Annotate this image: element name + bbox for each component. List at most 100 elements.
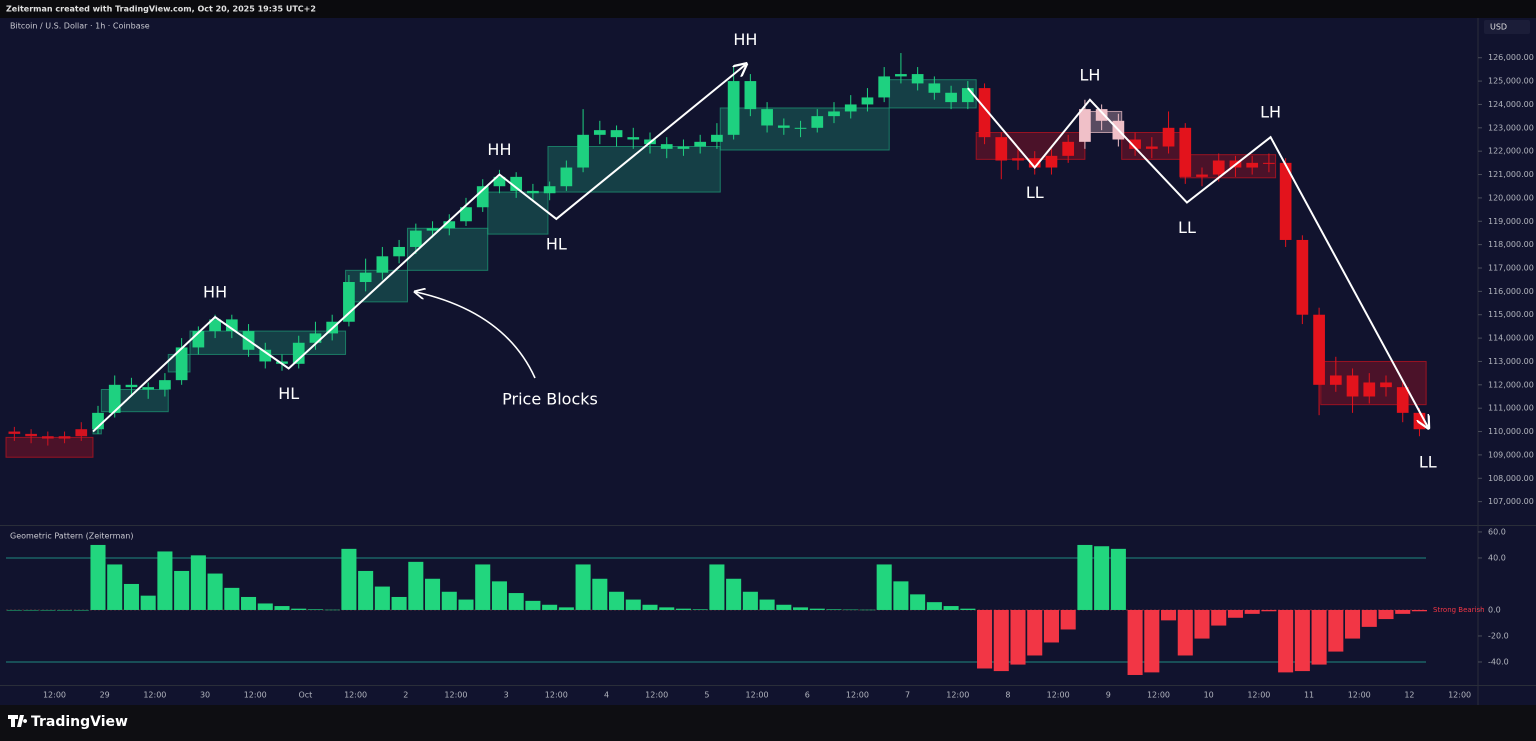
candle-body	[1363, 382, 1376, 397]
footer-bar	[0, 705, 1536, 741]
candle-body	[828, 111, 840, 117]
candle-body	[895, 74, 907, 77]
brand-logo	[8, 715, 28, 727]
zero-label: Strong Bearish	[1433, 606, 1485, 614]
histogram-bar	[291, 608, 307, 610]
histogram-bar	[1311, 609, 1327, 665]
x-tick-label: 12:00	[444, 691, 467, 700]
histogram-bar	[224, 587, 240, 610]
candle-body	[928, 83, 941, 93]
x-tick-label: 6	[805, 691, 810, 700]
y-tick-label: 110,000.00	[1488, 427, 1534, 436]
swing-label: LL	[1419, 452, 1437, 471]
candle-body	[510, 176, 523, 191]
currency-box[interactable]	[1484, 20, 1530, 34]
x-tick-label: 12:00	[1147, 691, 1170, 700]
candle-body	[309, 333, 322, 343]
candle-body	[727, 81, 740, 135]
y-tick-label: 120,000.00	[1488, 193, 1534, 202]
y-tick-label: 112,000.00	[1488, 380, 1534, 389]
candle-body	[159, 380, 171, 390]
annotation-arrow	[416, 292, 536, 379]
histogram-bar	[190, 555, 206, 610]
histogram-bar	[1244, 609, 1260, 614]
histogram-bar	[458, 599, 474, 610]
histogram-bar	[90, 544, 106, 610]
histogram-bar	[508, 593, 524, 610]
candle-body	[978, 88, 991, 138]
swing-label: HL	[546, 234, 567, 253]
histogram-bar	[793, 607, 809, 610]
y-tick-label: 115,000.00	[1488, 310, 1534, 319]
candle-body	[794, 127, 807, 129]
annotation: Price Blocks	[502, 390, 598, 409]
candle-body	[627, 137, 640, 140]
x-tick-label: 12:00	[1448, 691, 1471, 700]
histogram-bar	[1261, 609, 1277, 612]
candle-body	[108, 384, 121, 413]
swing-label: LH	[1260, 103, 1281, 122]
histogram-bar	[525, 600, 541, 610]
y-tick-label: 126,000.00	[1488, 53, 1534, 62]
histogram-bar	[1361, 609, 1377, 627]
histogram-bar	[575, 564, 591, 610]
histogram-bar	[1278, 609, 1294, 673]
candle-body	[393, 246, 405, 257]
histogram-bar	[542, 604, 558, 610]
histogram-bar	[57, 609, 73, 611]
histogram-bar	[1110, 548, 1126, 610]
currency: USD	[1490, 23, 1507, 32]
candle-body	[878, 76, 891, 98]
candle-body	[677, 146, 690, 149]
histogram-bar	[1027, 609, 1043, 656]
histogram-bar	[1294, 609, 1310, 672]
histogram-bar	[1177, 609, 1193, 656]
candle-body	[1396, 387, 1409, 413]
histogram-bar	[1010, 609, 1026, 665]
histogram-bar	[6, 609, 22, 611]
x-tick-label: 12:00	[244, 691, 267, 700]
indicator-title: Geometric Pattern (Zeiterman)	[10, 532, 133, 541]
zigzag-line	[92, 65, 745, 433]
candle-body	[1296, 239, 1309, 315]
histogram-bar	[207, 573, 223, 610]
candle-body	[1196, 174, 1208, 177]
histogram-bar	[140, 595, 156, 610]
histogram-bar	[843, 609, 859, 611]
x-tick-label: 12:00	[143, 691, 166, 700]
candle-body	[660, 144, 673, 149]
swing-label: HH	[487, 140, 511, 159]
histogram-bar	[73, 609, 89, 611]
candle-body	[41, 436, 54, 439]
candle-body	[1028, 158, 1041, 168]
candle-body	[25, 433, 37, 437]
candle-body	[493, 176, 506, 187]
y-tick-label: 123,000.00	[1488, 123, 1534, 132]
x-tick-label: 12:00	[1247, 691, 1270, 700]
candle-body	[359, 272, 372, 283]
histogram-bar	[960, 608, 976, 610]
histogram-bar	[926, 602, 942, 610]
y-tick-label: 60.0	[1488, 527, 1506, 536]
histogram-bar	[1227, 609, 1243, 618]
y-tick-label: 0.0	[1488, 605, 1501, 614]
histogram-bar	[358, 570, 374, 610]
candle-body	[1162, 127, 1175, 147]
candle-body	[1095, 109, 1108, 121]
swing-label: LL	[1178, 218, 1196, 237]
candle-body	[1346, 375, 1359, 397]
candle-body	[343, 282, 355, 322]
histogram-bar	[1395, 609, 1411, 614]
candle-body	[911, 74, 924, 84]
candle-body	[1380, 382, 1392, 388]
histogram-bar	[1194, 609, 1210, 639]
histogram-bar	[1060, 609, 1076, 630]
candle-body	[694, 141, 707, 147]
candle-body	[75, 429, 88, 437]
candle-body	[995, 137, 1008, 161]
candle-body	[259, 349, 272, 362]
candle-body	[577, 134, 589, 168]
x-tick-label: 12:00	[545, 691, 568, 700]
y-tick-label: -40.0	[1488, 657, 1509, 666]
x-tick-label: 10	[1204, 691, 1214, 700]
